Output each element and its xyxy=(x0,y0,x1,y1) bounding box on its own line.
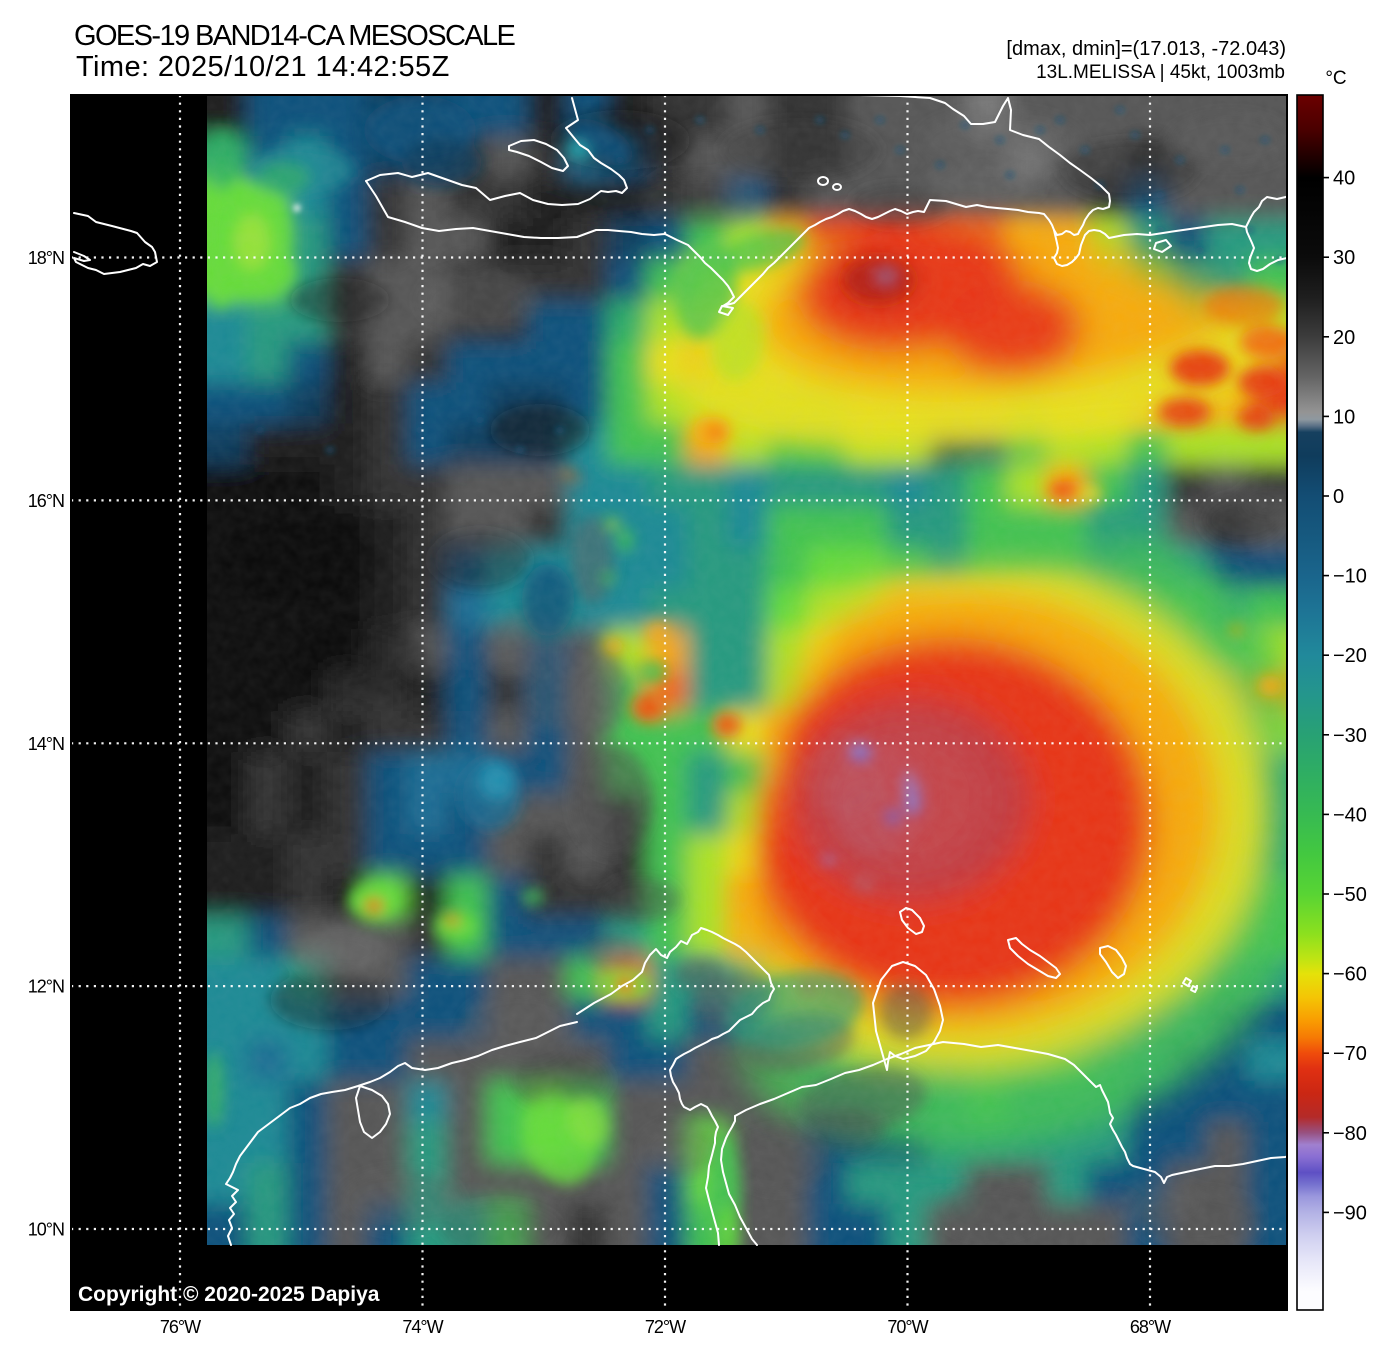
svg-text:18°N: 18°N xyxy=(28,248,64,268)
svg-text:68°W: 68°W xyxy=(1130,1317,1171,1337)
svg-text:[dmax, dmin]=(17.013, -72.043): [dmax, dmin]=(17.013, -72.043) xyxy=(1006,38,1286,60)
svg-text:70°W: 70°W xyxy=(887,1317,928,1337)
svg-text:74°W: 74°W xyxy=(402,1317,443,1337)
svg-text:−60: −60 xyxy=(1333,964,1367,986)
svg-text:−30: −30 xyxy=(1333,725,1367,747)
svg-text:Copyright © 2020-2025 Dapiya: Copyright © 2020-2025 Dapiya xyxy=(78,1283,380,1306)
svg-text:0: 0 xyxy=(1333,486,1344,508)
svg-text:Time: 2025/10/21 14:42:55Z: Time: 2025/10/21 14:42:55Z xyxy=(76,51,450,83)
svg-text:14°N: 14°N xyxy=(28,734,64,754)
svg-text:10°N: 10°N xyxy=(28,1220,64,1240)
svg-text:−70: −70 xyxy=(1333,1043,1367,1065)
svg-text:72°W: 72°W xyxy=(645,1317,686,1337)
svg-text:−50: −50 xyxy=(1333,884,1367,906)
svg-text:−80: −80 xyxy=(1333,1123,1367,1145)
svg-text:30: 30 xyxy=(1333,247,1355,269)
svg-text:12°N: 12°N xyxy=(28,977,64,997)
svg-text:−90: −90 xyxy=(1333,1202,1367,1224)
svg-text:20: 20 xyxy=(1333,327,1355,349)
svg-text:−40: −40 xyxy=(1333,804,1367,826)
svg-text:10: 10 xyxy=(1333,406,1355,428)
svg-text:76°W: 76°W xyxy=(160,1317,201,1337)
svg-text:GOES-19 BAND14-CA MESOSCALE: GOES-19 BAND14-CA MESOSCALE xyxy=(74,20,516,52)
svg-text:40: 40 xyxy=(1333,168,1355,190)
svg-text:16°N: 16°N xyxy=(28,491,64,511)
svg-text:°C: °C xyxy=(1325,68,1346,89)
svg-text:13L.MELISSA | 45kt, 1003mb: 13L.MELISSA | 45kt, 1003mb xyxy=(1036,62,1285,83)
svg-text:−10: −10 xyxy=(1333,566,1367,588)
svg-text:−20: −20 xyxy=(1333,645,1367,667)
